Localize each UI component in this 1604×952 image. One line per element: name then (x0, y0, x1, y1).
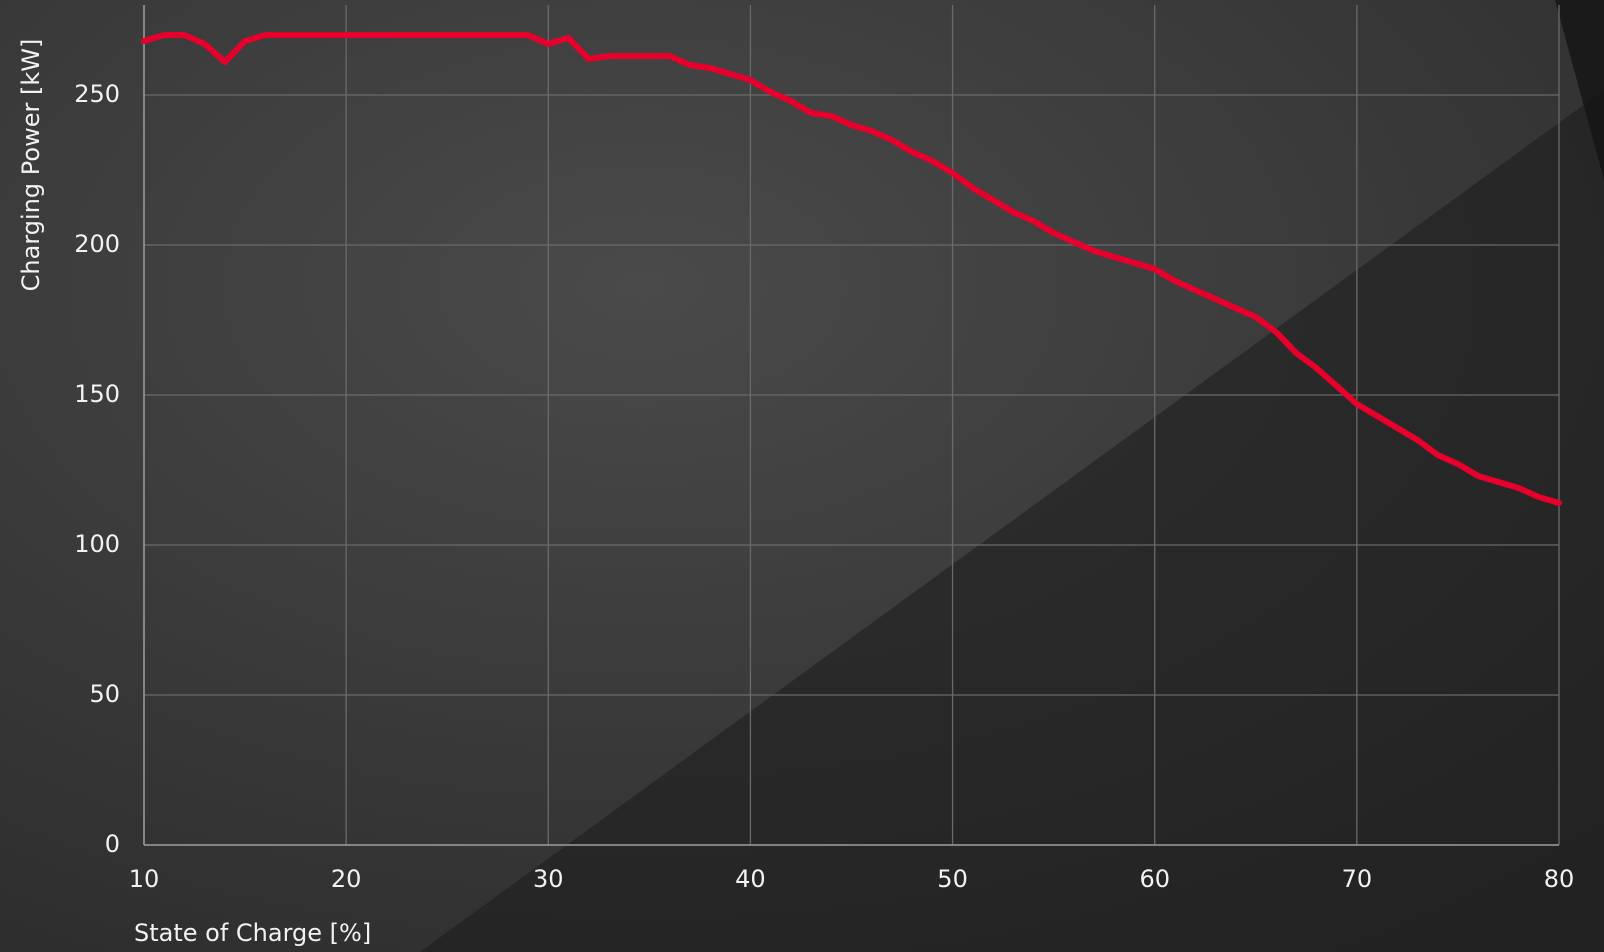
x-tick-label: 50 (937, 865, 968, 893)
x-tick-label: 30 (533, 865, 564, 893)
y-tick-label: 0 (105, 830, 120, 858)
y-tick-label: 200 (74, 230, 120, 258)
x-tick-label: 80 (1544, 865, 1575, 893)
background-edge (1555, 0, 1604, 180)
y-axis-label: Charging Power [kW] (17, 39, 45, 292)
y-tick-label: 50 (89, 680, 120, 708)
x-tick-label: 40 (735, 865, 766, 893)
data-line (141, 32, 1562, 506)
y-tick-label: 100 (74, 530, 120, 558)
background-shade (420, 90, 1604, 952)
y-tick-label: 250 (74, 80, 120, 108)
x-tick-label: 60 (1139, 865, 1170, 893)
x-tick-label: 10 (129, 865, 160, 893)
x-tick-label: 70 (1342, 865, 1373, 893)
y-tick-label: 150 (74, 380, 120, 408)
x-axis-label: State of Charge [%] (134, 919, 371, 947)
x-tick-label: 20 (331, 865, 362, 893)
